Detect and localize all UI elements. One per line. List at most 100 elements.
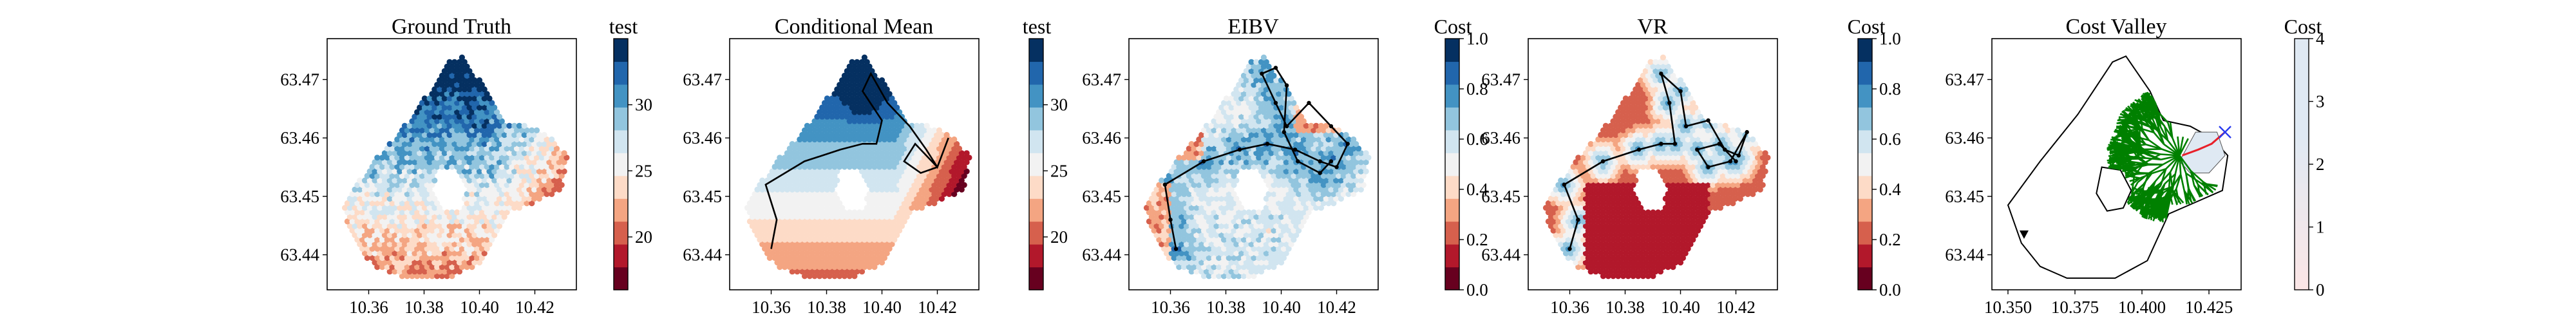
- grid-cell: [1622, 168, 1629, 175]
- grid-cell: [1752, 159, 1759, 166]
- grid-cell: [1665, 164, 1671, 170]
- grid-cell: [1633, 195, 1639, 202]
- grid-cell: [454, 155, 460, 161]
- grid-cell: [1762, 168, 1768, 175]
- grid-cell: [464, 155, 470, 161]
- grid-cell: [819, 168, 826, 175]
- grid-cell: [426, 159, 433, 166]
- grid-cell: [424, 227, 430, 234]
- grid-cell: [1562, 223, 1569, 229]
- grid-cell: [489, 200, 495, 207]
- grid-cell: [809, 168, 815, 175]
- grid-cell: [1570, 164, 1577, 170]
- grid-cell: [956, 182, 963, 188]
- grid-cell: [474, 209, 480, 216]
- grid-cell: [1665, 209, 1671, 216]
- grid-cell: [496, 168, 503, 175]
- grid-cell: [831, 127, 838, 133]
- grid-cell: [1206, 200, 1212, 207]
- grid-cell: [1318, 150, 1324, 156]
- grid-cell: [1265, 182, 1272, 188]
- grid-cell: [1618, 177, 1624, 184]
- grid-cell: [486, 122, 493, 129]
- grid-cell: [1602, 177, 1609, 184]
- grid-cell: [1278, 104, 1285, 111]
- grid-cell: [1328, 186, 1334, 193]
- grid-cell: [1271, 218, 1277, 225]
- grid-cell: [834, 86, 840, 93]
- grid-cell: [1692, 232, 1699, 238]
- grid-cell: [516, 159, 523, 166]
- grid-cell: [1236, 218, 1242, 225]
- grid-cell: [878, 186, 886, 193]
- grid-cell: [1677, 131, 1684, 138]
- grid-cell: [861, 236, 867, 243]
- grid-cell: [399, 164, 406, 170]
- grid-cell: [1226, 245, 1232, 252]
- grid-cell: [801, 236, 808, 243]
- grid-cell: [746, 218, 753, 225]
- grid-cell: [491, 195, 498, 202]
- grid-cell: [369, 227, 375, 234]
- grid-cell: [352, 186, 358, 193]
- grid-cell: [782, 254, 788, 261]
- grid-cell: [1240, 118, 1247, 124]
- grid-cell: [1587, 250, 1594, 256]
- grid-cell: [446, 150, 453, 156]
- grid-cell: [804, 269, 810, 275]
- grid-cell: [471, 95, 478, 102]
- grid-cell: [1283, 214, 1289, 220]
- grid-cell: [1213, 113, 1220, 120]
- grid-cell: [1675, 136, 1681, 143]
- grid-cell: [449, 218, 455, 225]
- grid-cell: [864, 113, 870, 120]
- grid-cell: [513, 146, 520, 152]
- grid-cell: [1298, 195, 1305, 202]
- grid-cell: [1153, 195, 1160, 202]
- grid-cell: [1595, 245, 1602, 252]
- grid-cell: [454, 245, 460, 252]
- grid-cell: [801, 218, 808, 225]
- grid-cell: [449, 254, 455, 261]
- grid-cell: [1236, 254, 1242, 261]
- grid-cell: [857, 254, 863, 261]
- grid-cell: [478, 227, 486, 234]
- grid-cell: [1223, 195, 1229, 202]
- grid-cell: [389, 218, 395, 225]
- grid-cell: [1163, 232, 1170, 238]
- grid-cell: [1657, 86, 1664, 93]
- grid-cell: [431, 177, 438, 184]
- grid-cell: [1653, 159, 1659, 166]
- grid-cell: [1575, 264, 1582, 270]
- grid-cell: [914, 177, 920, 184]
- grid-cell: [1595, 264, 1602, 270]
- grid-cell: [951, 155, 958, 161]
- grid-cell: [1667, 86, 1674, 93]
- grid-cell: [1226, 146, 1232, 152]
- grid-cell: [1283, 168, 1289, 175]
- grid-cell: [461, 122, 468, 129]
- grid-cell: [1627, 223, 1634, 229]
- grid-cell: [1268, 150, 1274, 156]
- grid-cell: [489, 218, 495, 225]
- grid-cell: [821, 254, 828, 261]
- grid-cell: [456, 104, 463, 111]
- grid-cell: [421, 260, 428, 266]
- grid-cell: [439, 109, 446, 115]
- grid-cell: [869, 195, 875, 202]
- grid-cell: [1238, 113, 1245, 120]
- grid-cell: [1672, 250, 1679, 256]
- grid-cell: [869, 205, 875, 211]
- grid-cell: [839, 269, 846, 275]
- grid-cell: [829, 113, 835, 120]
- grid-cell: [854, 232, 860, 238]
- grid-cell: [417, 260, 423, 266]
- grid-cell: [1655, 164, 1662, 170]
- grid-cell: [801, 191, 808, 197]
- grid-cell: [774, 205, 781, 211]
- grid-cell: [1585, 245, 1591, 252]
- grid-cell: [814, 223, 820, 229]
- grid-cell: [481, 150, 488, 156]
- grid-cell: [876, 100, 883, 106]
- grid-cell: [1348, 159, 1354, 166]
